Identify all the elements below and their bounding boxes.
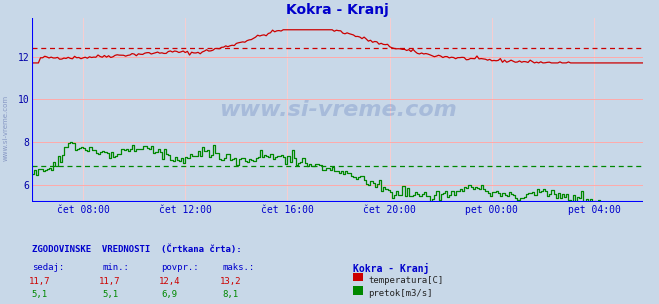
Text: 6,9: 6,9 xyxy=(161,290,177,299)
Text: 8,1: 8,1 xyxy=(223,290,239,299)
Text: 13,2: 13,2 xyxy=(220,277,241,286)
Text: 5,1: 5,1 xyxy=(32,290,47,299)
Text: sedaj:: sedaj: xyxy=(32,263,64,272)
Text: www.si-vreme.com: www.si-vreme.com xyxy=(2,95,9,161)
Text: 5,1: 5,1 xyxy=(102,290,118,299)
Text: 11,7: 11,7 xyxy=(29,277,50,286)
Text: www.si-vreme.com: www.si-vreme.com xyxy=(219,100,457,120)
Title: Kokra - Kranj: Kokra - Kranj xyxy=(286,3,389,17)
Text: ZGODOVINSKE  VREDNOSTI  (Črtkana črta):: ZGODOVINSKE VREDNOSTI (Črtkana črta): xyxy=(32,245,241,254)
Text: maks.:: maks.: xyxy=(223,263,255,272)
Text: 12,4: 12,4 xyxy=(159,277,180,286)
Text: temperatura[C]: temperatura[C] xyxy=(368,276,444,285)
Text: pretok[m3/s]: pretok[m3/s] xyxy=(368,289,433,299)
Text: povpr.:: povpr.: xyxy=(161,263,199,272)
Text: Kokra - Kranj: Kokra - Kranj xyxy=(353,263,429,274)
Text: 11,7: 11,7 xyxy=(100,277,121,286)
Text: min.:: min.: xyxy=(102,263,129,272)
